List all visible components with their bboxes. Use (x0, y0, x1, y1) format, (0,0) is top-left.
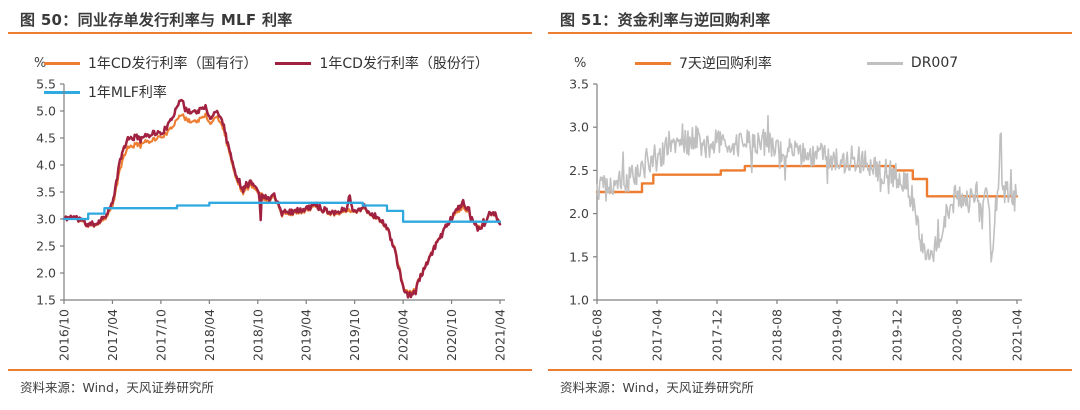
x-tick-label: 2020/10 (444, 309, 459, 361)
x-tick-label: 2018-08 (770, 309, 785, 361)
x-tick-label: 2021-04 (1010, 309, 1025, 361)
tick-marks (60, 83, 501, 304)
x-tick-label: 2020-08 (950, 309, 965, 361)
x-tick-label: 2016-08 (590, 309, 605, 361)
x-tick-label: 2021/04 (493, 309, 508, 361)
y-axis-unit-label: % (574, 56, 587, 71)
chart51-source: 资料来源：Wind，天风证券研究所 (560, 380, 754, 395)
y-tick-label: 4.5 (36, 131, 56, 146)
y-tick-label: 2.0 (36, 266, 56, 281)
x-tick-label: 2020/04 (396, 309, 411, 361)
y-tick-label: 1.0 (569, 293, 589, 308)
chart50-source: 资料来源：Wind，天风证券研究所 (20, 380, 214, 395)
y-tick-label: 3.5 (569, 77, 589, 92)
y-tick-label: 3.5 (36, 185, 56, 200)
x-tick-label: 2017/04 (105, 309, 120, 361)
x-tick-label: 2016/10 (57, 309, 72, 361)
y-tick-label: 2.5 (36, 239, 56, 254)
y-tick-label: 5.5 (36, 77, 56, 92)
title-divider (8, 32, 532, 34)
x-tick-label: 2019-04 (830, 309, 845, 361)
y-tick-label: 2.0 (569, 206, 589, 221)
y-tick-label: 1.5 (36, 293, 56, 308)
y-tick-label: 4.0 (36, 158, 56, 173)
x-tick-label: 2019/04 (299, 309, 314, 361)
tick-marks (593, 83, 1018, 304)
series-line (62, 98, 502, 299)
x-tick-label: 2019/10 (347, 309, 362, 361)
x-tick-label: 2017/10 (153, 309, 168, 361)
x-tick-label: 2019-12 (890, 309, 905, 361)
chart50-title: 图 50：同业存单发行利率与 MLF 利率 (20, 11, 293, 29)
chart51-title: 图 51：资金利率与逆回购利率 (560, 11, 771, 29)
x-tick-label: 2018/10 (250, 309, 265, 361)
source-divider (548, 369, 1072, 371)
x-tick-label: 2017-04 (650, 309, 665, 361)
x-tick-label: 2018/04 (202, 309, 217, 361)
y-tick-label: 1.5 (569, 249, 589, 264)
y-axis-unit-label: % (34, 56, 47, 71)
series-line (595, 164, 1019, 198)
y-tick-label: 3.0 (36, 212, 56, 227)
chart50-panel: 图 50：同业存单发行利率与 MLF 利率 % 1年CD发行利率（国有行） 1年C… (8, 11, 532, 395)
source-divider (8, 369, 532, 371)
title-divider (548, 32, 1072, 34)
y-tick-label: 5.0 (36, 104, 56, 119)
series-line (62, 112, 502, 296)
y-tick-label: 3.0 (569, 120, 589, 135)
series-line (62, 201, 502, 223)
chart51-panel: 图 51：资金利率与逆回购利率 % 7天逆回购利率 DR007 3.5 3.0 2.5… (540, 0, 1080, 410)
x-tick-label: 2017-12 (710, 309, 725, 361)
series-line (596, 114, 1018, 263)
axes (63, 84, 505, 301)
y-tick-label: 2.5 (569, 163, 589, 178)
